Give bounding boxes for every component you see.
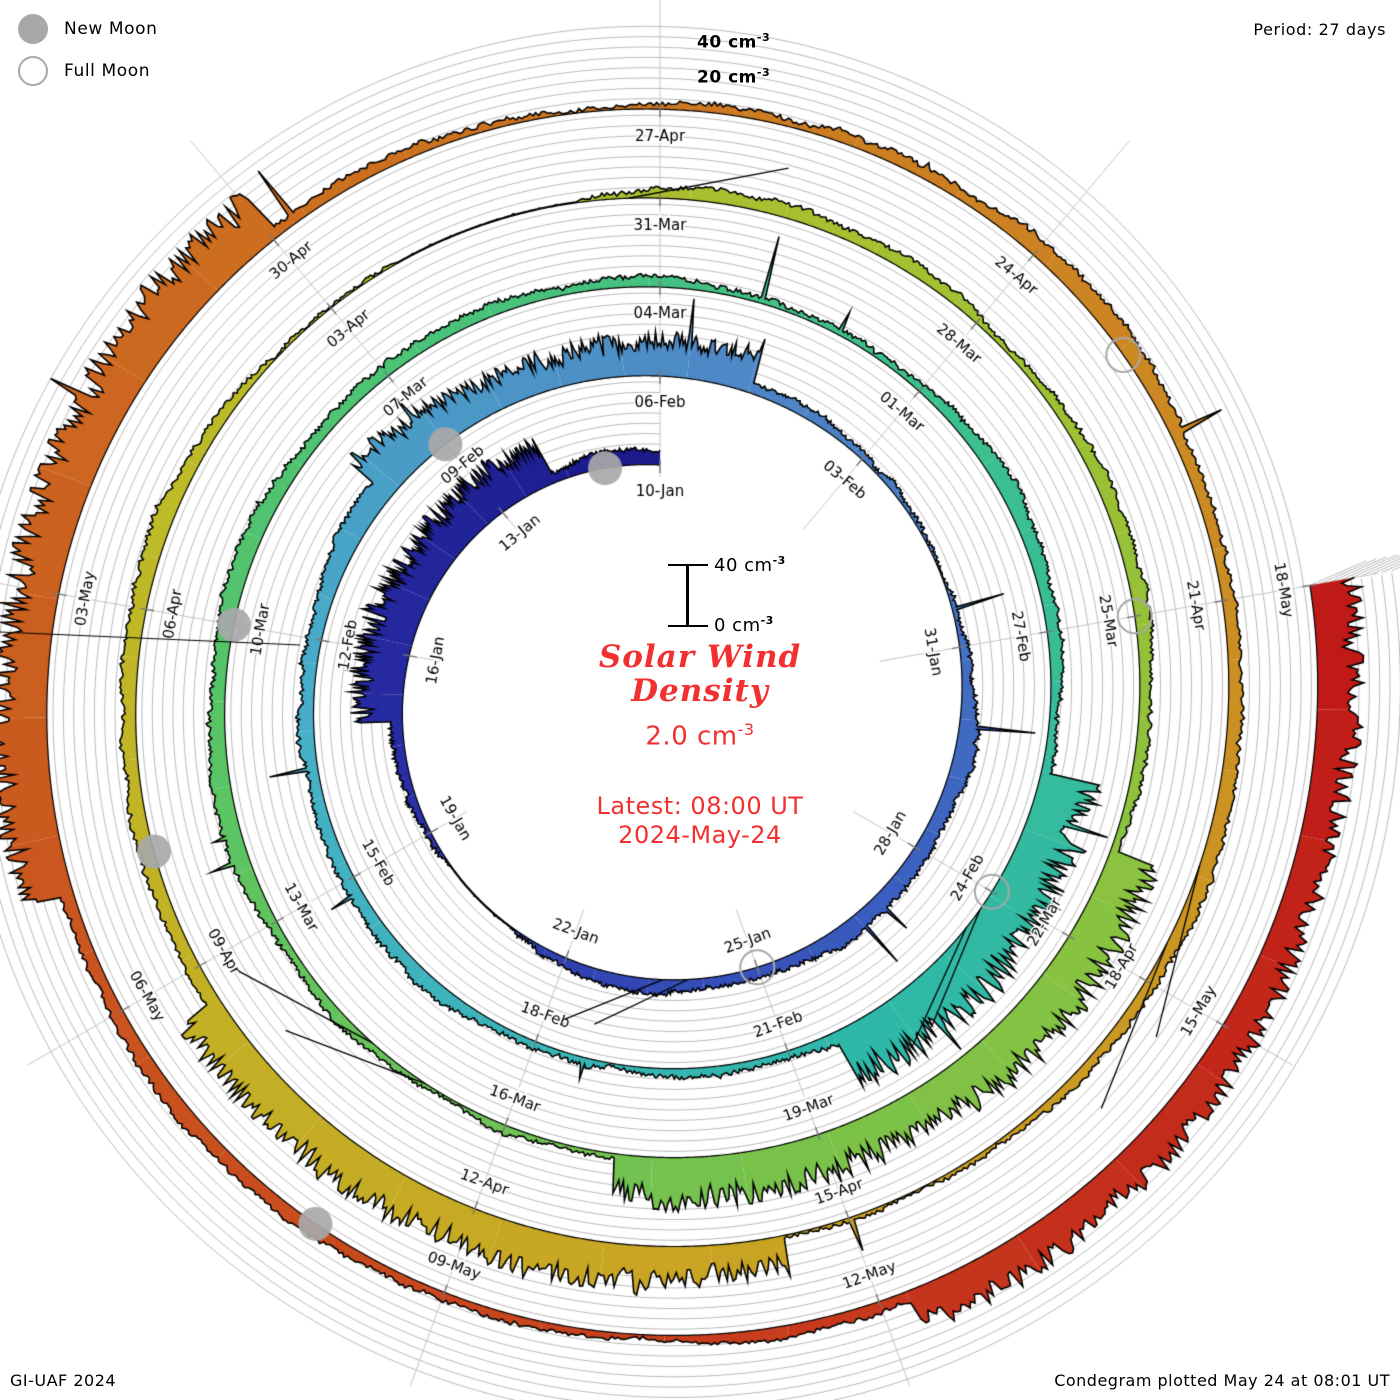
radial-tick-40-exponent: -3 — [756, 31, 771, 44]
current-value: 2.0 cm-3 — [500, 720, 900, 752]
plotted-timestamp: Condegram plotted May 24 at 08:01 UT — [1054, 1371, 1390, 1390]
plot-title: Solar Wind Density — [500, 640, 900, 708]
latest-date: 2024-May-24 — [618, 820, 782, 849]
new-moon-icon — [18, 14, 48, 44]
center-annotation: 40 cm-3 0 cm-3 Solar Wind Density 2.0 cm… — [500, 550, 900, 850]
amplitude-scalebar: 40 cm-3 0 cm-3 — [500, 550, 900, 640]
legend-label-new-moon: New Moon — [64, 19, 158, 39]
scalebar-stem — [686, 564, 689, 626]
credit-label: GI-UAF 2024 — [10, 1371, 117, 1390]
radial-tick-40-text: 40 cm — [697, 32, 757, 53]
scalebar-top-exponent: -3 — [772, 554, 786, 567]
scalebar-top-text: 40 cm — [714, 555, 773, 576]
radial-tick-label-20: 20 cm-3 — [697, 63, 770, 98]
legend-item-full-moon: Full Moon — [18, 50, 158, 92]
legend-item-new-moon: New Moon — [18, 8, 158, 50]
scalebar-label-top: 40 cm-3 — [714, 554, 786, 576]
period-label: Period: 27 days — [1253, 20, 1386, 39]
scalebar-bottom-text: 0 cm — [714, 615, 761, 636]
radial-tick-20-text: 20 cm — [697, 67, 757, 88]
legend-label-full-moon: Full Moon — [64, 61, 151, 81]
scalebar-cap-bottom — [668, 625, 708, 627]
scalebar-label-bottom: 0 cm-3 — [714, 614, 774, 636]
latest-observation: Latest: 08:00 UT 2024-May-24 — [500, 792, 900, 850]
current-value-exponent: -3 — [737, 720, 755, 739]
moon-phase-legend: New Moon Full Moon — [18, 8, 158, 92]
plot-title-line1: Solar Wind — [598, 639, 802, 675]
radial-tick-20-exponent: -3 — [756, 66, 771, 79]
scalebar-bottom-exponent: -3 — [760, 614, 774, 627]
latest-time: Latest: 08:00 UT — [596, 791, 804, 820]
plot-title-line2: Density — [631, 673, 769, 709]
current-value-text: 2.0 cm — [645, 721, 738, 752]
radial-scale-labels: 40 cm-3 20 cm-3 — [697, 28, 770, 98]
radial-tick-label-40: 40 cm-3 — [697, 28, 770, 63]
full-moon-icon — [18, 56, 48, 86]
